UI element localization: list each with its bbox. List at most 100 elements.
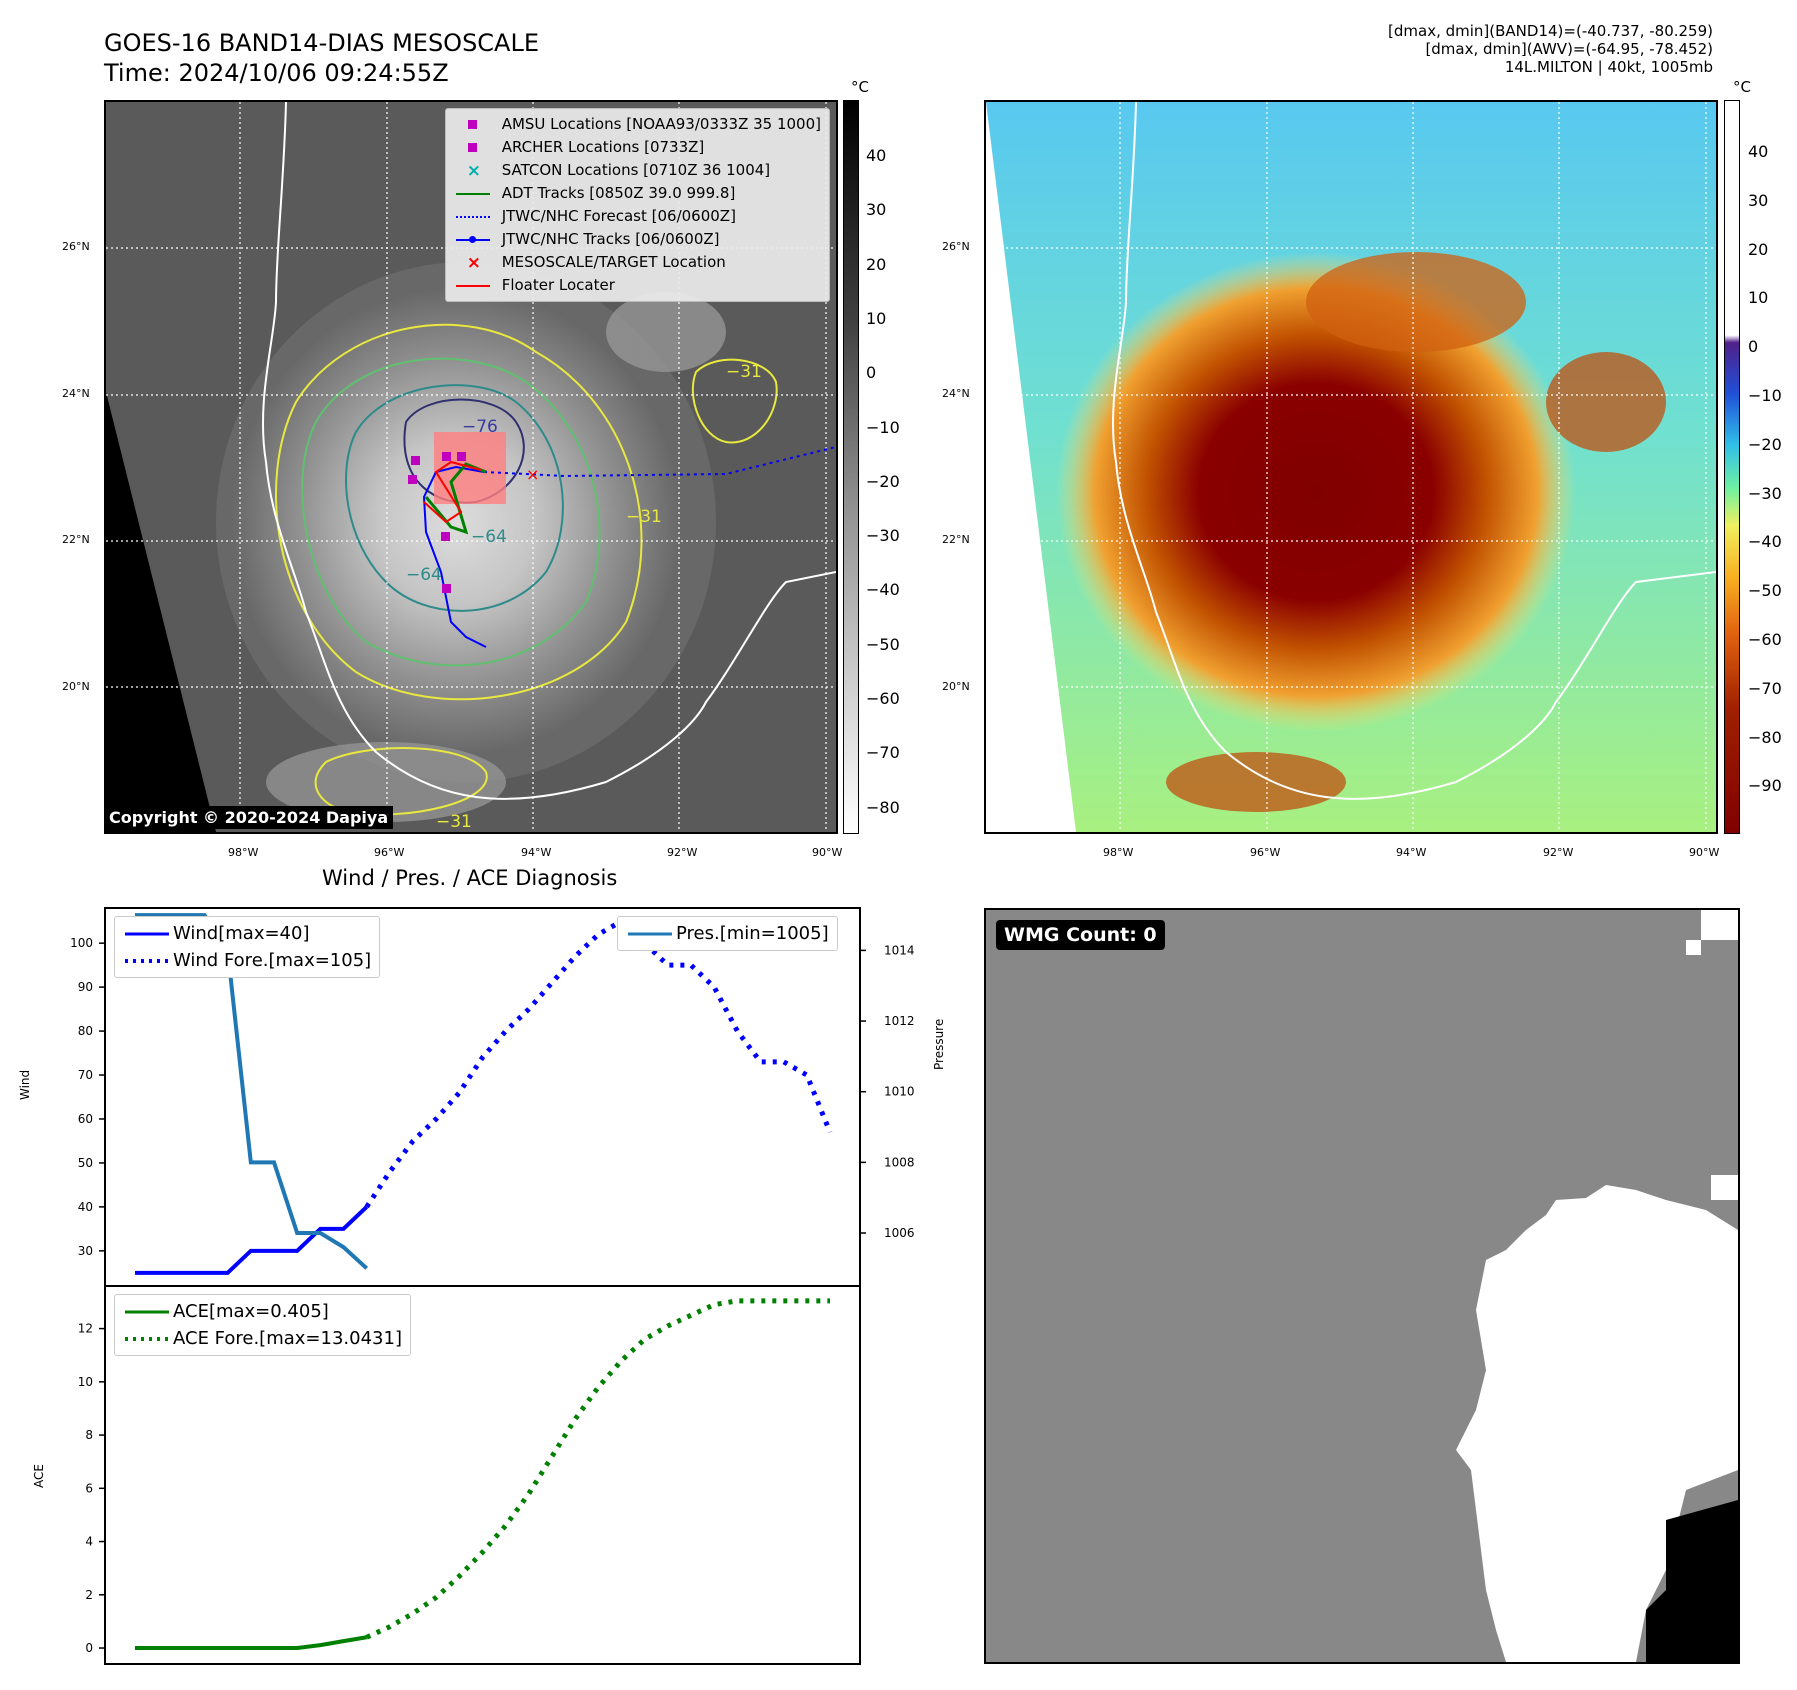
- wmg-count: WMG Count: 0: [996, 920, 1165, 950]
- ir-legend-symbol: ×: [466, 160, 481, 181]
- figure-title: GOES-16 BAND14-DIAS MESOSCALE Time: 2024…: [104, 28, 539, 88]
- ir-legend: AMSU Locations [NOAA93/0333Z 35 1000] ARC…: [444, 108, 830, 302]
- wmg-panel: [984, 908, 1740, 1664]
- awv-lat-26: 26°N: [942, 240, 970, 253]
- legend-wind-label: Wind[max=40]: [173, 923, 310, 944]
- ir-legend-symbol: [454, 117, 492, 133]
- y-tick-label: 4: [85, 1535, 93, 1549]
- awv-colorbar-tick: 40: [1748, 142, 1769, 161]
- wind-plot: 30 40 50 60 70 80 90 100 1006 1008 1010 1012 1014: [70, 913, 915, 1275]
- contour-label-76: −76: [462, 417, 498, 437]
- contour-east-blob: [691, 358, 778, 444]
- title-product: GOES-16 BAND14-DIAS MESOSCALE: [104, 29, 540, 57]
- ir-legend-label: AMSU Locations [NOAA93/0333Z 35 1000]: [501, 115, 821, 133]
- ir-colorbar-unit: °C: [851, 78, 869, 96]
- awv-colorbar-tick: −20: [1748, 434, 1782, 454]
- ir-legend-item: ADT Tracks [0850Z 39.0 999.8]: [454, 182, 821, 205]
- y-tick-label: 10: [78, 1375, 93, 1389]
- awv-northern-band: [1306, 252, 1526, 352]
- y2-tick-label: 1014: [884, 943, 915, 957]
- legend-ace-forecast: ACE Fore.[max=13.0431]: [123, 1325, 402, 1352]
- legend-ace: ACE[max=0.405]: [123, 1298, 402, 1325]
- legend-wind: Wind[max=40]: [123, 920, 371, 947]
- awv-colorbar-tick: −60: [1748, 630, 1782, 649]
- wmg-black-region: [1646, 1500, 1738, 1662]
- legend-ace-forecast-label: ACE Fore.[max=13.0431]: [173, 1328, 402, 1349]
- awv-lon-92: 92°W: [1543, 846, 1574, 859]
- awv-map: [986, 102, 1716, 832]
- y-tick-label: 30: [78, 1244, 93, 1258]
- ir-legend-item: JTWC/NHC Tracks [06/0600Z]: [454, 228, 821, 251]
- legend-ace-swatch: [125, 1310, 169, 1313]
- ir-legend-label: ARCHER Locations [0733Z]: [501, 138, 705, 156]
- ir-lon-92: 92°W: [667, 846, 698, 859]
- series-line-0: [135, 1205, 369, 1275]
- forecast-track: [483, 446, 836, 478]
- y-tick-label: 2: [85, 1588, 93, 1602]
- series-line-2: [135, 913, 369, 1270]
- ir-legend-label: SATCON Locations [0710Z 36 1004]: [501, 161, 771, 179]
- ir-legend-label: ADT Tracks [0850Z 39.0 999.8]: [501, 184, 736, 202]
- awv-south-cell: [1166, 752, 1346, 812]
- floater-track: [423, 460, 482, 524]
- ir-colorbar-tick: −50: [866, 634, 900, 654]
- coastline: [262, 102, 836, 800]
- amsu-markers: [408, 452, 466, 593]
- legend-ace-forecast-swatch: [125, 1336, 169, 1341]
- copyright: Copyright © 2020-2024 Dapiya: [104, 806, 394, 829]
- wmg-white-patch: [1686, 940, 1701, 955]
- legend-wind-forecast-swatch: [125, 958, 169, 963]
- ir-lon-98: 98°W: [228, 846, 259, 859]
- awv-lon-94: 94°W: [1396, 846, 1427, 859]
- contour-76: [403, 398, 525, 504]
- ir-legend-symbol: [454, 209, 492, 225]
- awv-east-cell: [1546, 352, 1666, 452]
- ir-map-panel: × −76 −64 −64 −31 −31 −31 AMSU Locations…: [104, 100, 838, 834]
- wind-y-label: Wind: [18, 1069, 32, 1100]
- legend-pressure: Pres.[min=1005]: [626, 920, 829, 947]
- contour-label-31c: −31: [436, 812, 472, 832]
- awv-lat-20: 20°N: [942, 680, 970, 693]
- awv-lon-96: 96°W: [1250, 846, 1281, 859]
- contour-31: [275, 323, 643, 701]
- ir-legend-symbol: ×: [466, 252, 481, 273]
- awv-colorbar: [1724, 100, 1740, 834]
- awv-colorbar-tick: −80: [1748, 727, 1782, 747]
- ir-colorbar-tick: −10: [866, 417, 900, 437]
- y-tick-label: 100: [70, 936, 93, 950]
- series-line-0: [135, 1635, 367, 1651]
- series-line-1: [364, 918, 833, 1209]
- legend-wind-swatch: [125, 932, 169, 935]
- y-tick-label: 90: [78, 980, 93, 994]
- y-tick-label: 40: [78, 1200, 93, 1214]
- contour-label-31a: −31: [726, 362, 762, 382]
- pressure-legend: Pres.[min=1005]: [617, 916, 838, 951]
- storm-metadata: [dmax, dmin](BAND14)=(-40.737, -80.259) …: [1388, 22, 1713, 76]
- awv-colorbar-tick: 20: [1748, 239, 1769, 259]
- ir-legend-label: JTWC/NHC Tracks [06/0600Z]: [501, 230, 720, 248]
- ir-colorbar-tick: 0: [866, 363, 877, 383]
- contour-64: [345, 384, 564, 612]
- awv-colorbar-tick: −90: [1748, 776, 1782, 796]
- awv-colorbar-tick: −70: [1748, 678, 1782, 698]
- wmg-mask: [1456, 910, 1738, 1662]
- ir-nodata-region: [106, 392, 216, 832]
- ir-lon-90: 90°W: [812, 846, 843, 859]
- y-tick-label: 60: [78, 1112, 93, 1126]
- ir-legend-item: Floater Locater: [454, 274, 821, 297]
- awv-colorbar-unit: °C: [1733, 78, 1751, 96]
- y-tick-label: 8: [85, 1428, 93, 1442]
- ir-colorbar-tick: −30: [866, 526, 900, 546]
- ir-legend-label: MESOSCALE/TARGET Location: [501, 253, 726, 271]
- legend-wind-forecast-label: Wind Fore.[max=105]: [173, 950, 372, 971]
- ace-chart-frame: [104, 1285, 861, 1665]
- contour-south-blob: [314, 747, 488, 816]
- awv-nodata-region: [986, 102, 1076, 832]
- contour-label-64a: −64: [406, 565, 442, 585]
- awv-map-panel: [984, 100, 1718, 834]
- meta-awv-range: [dmax, dmin](AWV)=(-64.95, -78.452): [1425, 40, 1713, 58]
- awv-colorbar-tick: 0: [1748, 337, 1759, 357]
- contour-45: [301, 357, 601, 667]
- awv-colorbar-tick: −10: [1748, 386, 1782, 405]
- ir-cloud-band: [606, 292, 726, 372]
